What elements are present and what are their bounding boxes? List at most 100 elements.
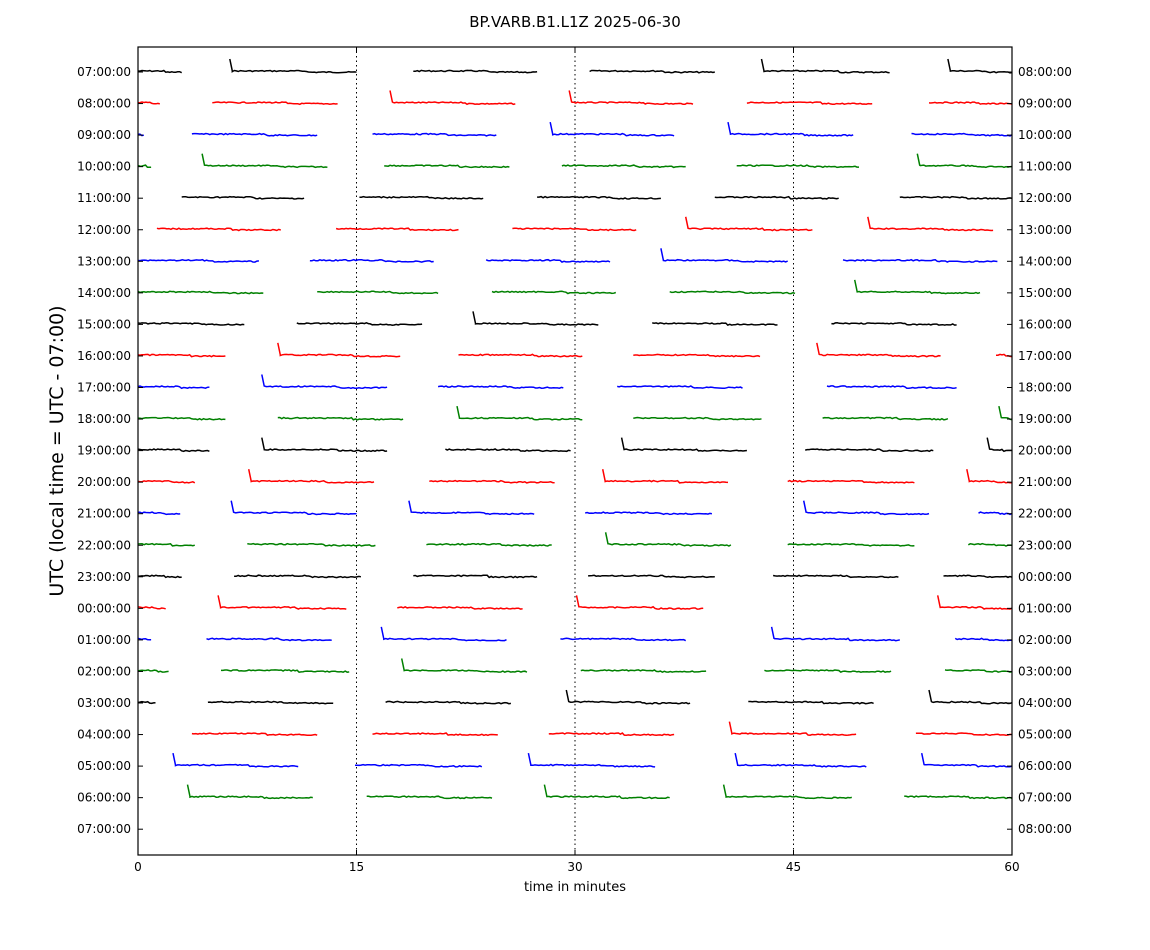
trace-segment xyxy=(652,322,778,326)
y-tick-label-right: 15:00:00 xyxy=(1018,286,1072,300)
trace-segment xyxy=(787,479,915,484)
y-tick-label-right: 18:00:00 xyxy=(1018,381,1072,395)
trace-segment xyxy=(772,574,899,579)
trace-segment xyxy=(186,784,313,800)
trace-segment xyxy=(928,689,1013,705)
y-tick-label-left: 22:00:00 xyxy=(77,538,131,552)
trace-segment xyxy=(181,195,305,200)
trace-segment xyxy=(802,500,930,516)
y-axis-label: UTC (local time = UTC - 07:00) xyxy=(46,305,68,596)
trace-segment xyxy=(604,532,732,547)
trace-segment xyxy=(684,216,813,232)
trace-segment xyxy=(748,700,874,705)
trace-segment xyxy=(172,752,299,768)
x-tick-label: 30 xyxy=(567,860,582,874)
y-tick-label-right: 23:00:00 xyxy=(1018,538,1072,552)
y-tick-label-right: 02:00:00 xyxy=(1018,633,1072,647)
trace-segment xyxy=(916,153,1013,169)
trace-segment xyxy=(805,448,934,453)
trace-segment xyxy=(826,385,957,390)
trace-segment xyxy=(359,195,484,200)
trace-segment xyxy=(736,164,859,169)
trace-segment xyxy=(954,637,1013,642)
y-tick-label-right: 11:00:00 xyxy=(1018,160,1072,174)
y-tick-label-right: 10:00:00 xyxy=(1018,128,1072,142)
y-tick-label-left: 23:00:00 xyxy=(77,570,131,584)
y-tick-label-right: 21:00:00 xyxy=(1018,475,1072,489)
trace-segment xyxy=(137,574,182,579)
y-tick-label-left: 08:00:00 xyxy=(77,97,131,111)
y-tick-label-right: 17:00:00 xyxy=(1018,349,1072,363)
y-tick-label-right: 03:00:00 xyxy=(1018,664,1072,678)
trace-segment xyxy=(137,448,210,453)
trace-segment xyxy=(904,795,1013,800)
trace-segment xyxy=(967,542,1013,547)
y-tick-label-right: 16:00:00 xyxy=(1018,317,1072,331)
trace-segment xyxy=(456,405,583,421)
trace-segment xyxy=(137,479,196,484)
trace-segment xyxy=(660,248,789,263)
x-tick-label: 60 xyxy=(1004,860,1019,874)
trace-segment xyxy=(191,132,318,137)
x-tick-label: 45 xyxy=(786,860,801,874)
trace-segment xyxy=(943,574,1013,579)
trace-segment xyxy=(366,795,493,800)
y-tick-label-left: 02:00:00 xyxy=(77,664,131,678)
axes: 07:00:00 08:00:00 09:00:00 10:00:00 11:00:00… xyxy=(77,47,1072,874)
trace-segment xyxy=(385,700,512,705)
y-tick-label-right: 12:00:00 xyxy=(1018,191,1072,205)
trace-segment xyxy=(936,595,1013,610)
trace-segment xyxy=(633,416,762,421)
y-tick-label-left: 14:00:00 xyxy=(77,286,131,300)
trace-segment xyxy=(217,595,347,610)
trace-segment xyxy=(458,353,583,358)
y-tick-label-right: 01:00:00 xyxy=(1018,601,1072,615)
trace-segment xyxy=(247,469,375,484)
y-tick-label-left: 05:00:00 xyxy=(77,759,131,773)
trace-segment xyxy=(137,290,264,295)
trace-segment xyxy=(384,164,510,169)
trace-segment xyxy=(561,164,686,169)
trace-segment xyxy=(633,353,761,358)
trace-segment xyxy=(537,195,661,200)
y-tick-label-right: 08:00:00 xyxy=(1018,65,1072,79)
trace-segment xyxy=(911,132,1013,137)
trace-segment xyxy=(261,374,388,390)
trace-segment xyxy=(734,752,867,768)
y-tick-label-left: 07:00:00 xyxy=(77,65,131,79)
x-tick-label: 15 xyxy=(349,860,364,874)
trace-segment xyxy=(296,321,423,326)
trace-segment xyxy=(437,385,564,389)
y-tick-label-right: 04:00:00 xyxy=(1018,696,1072,710)
x-tick-label: 0 xyxy=(134,860,142,874)
trace-segment xyxy=(842,258,998,263)
trace-segment xyxy=(400,658,528,674)
trace-segment xyxy=(831,322,957,326)
trace-segment xyxy=(770,626,900,642)
y-tick-label-left: 12:00:00 xyxy=(77,223,131,237)
trace-segment xyxy=(137,700,156,705)
trace-segment xyxy=(261,437,388,453)
trace-segment xyxy=(247,542,376,547)
trace-segment xyxy=(207,700,334,705)
trace-segment xyxy=(588,574,715,579)
trace-segment xyxy=(137,353,226,358)
y-tick-label-left: 17:00:00 xyxy=(77,381,131,395)
trace-segment xyxy=(853,279,981,295)
y-tick-label-right: 00:00:00 xyxy=(1018,570,1072,584)
y-tick-label-left: 21:00:00 xyxy=(77,507,131,521)
trace-segment xyxy=(575,595,704,610)
trace-segment xyxy=(585,511,713,516)
trace-segment xyxy=(728,721,857,736)
trace-segment xyxy=(822,416,949,421)
trace-segment xyxy=(206,637,332,642)
y-tick-label-right: 07:00:00 xyxy=(1018,791,1072,805)
trace-segment xyxy=(944,669,1013,673)
trace-segment xyxy=(201,153,328,169)
trace-segment xyxy=(986,437,1012,453)
trace-segment xyxy=(137,606,166,610)
trace-segment xyxy=(137,669,169,673)
trace-segment xyxy=(601,469,729,484)
y-tick-label-right: 06:00:00 xyxy=(1018,759,1072,773)
y-tick-label-left: 00:00:00 xyxy=(77,601,131,615)
